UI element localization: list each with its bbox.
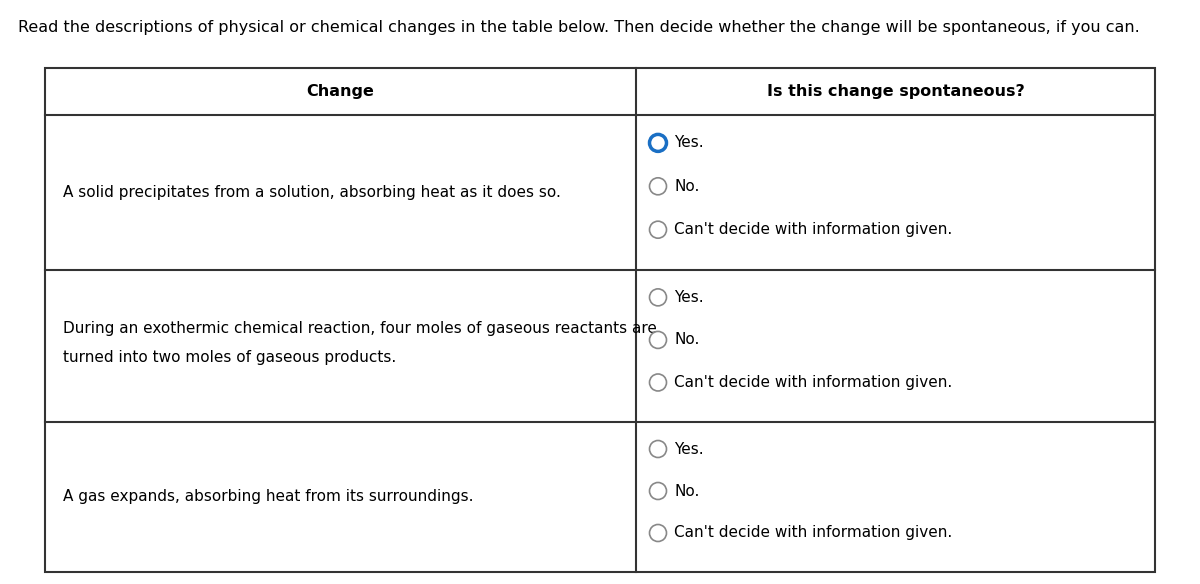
Ellipse shape <box>649 221 666 238</box>
Text: No.: No. <box>674 484 700 499</box>
Text: No.: No. <box>674 179 700 194</box>
Text: A solid precipitates from a solution, absorbing heat as it does so.: A solid precipitates from a solution, ab… <box>64 185 560 200</box>
Ellipse shape <box>649 178 666 195</box>
Text: Can't decide with information given.: Can't decide with information given. <box>674 375 953 390</box>
Ellipse shape <box>649 524 666 541</box>
Ellipse shape <box>649 374 666 391</box>
Text: Can't decide with information given.: Can't decide with information given. <box>674 526 953 541</box>
Bar <box>46 68 1154 572</box>
Text: turned into two moles of gaseous products.: turned into two moles of gaseous product… <box>64 350 396 365</box>
Ellipse shape <box>649 289 666 306</box>
Ellipse shape <box>649 482 666 499</box>
Text: Is this change spontaneous?: Is this change spontaneous? <box>767 84 1025 99</box>
Text: Yes.: Yes. <box>674 135 703 151</box>
Text: Yes.: Yes. <box>674 442 703 457</box>
Text: Can't decide with information given.: Can't decide with information given. <box>674 222 953 237</box>
Text: A gas expands, absorbing heat from its surroundings.: A gas expands, absorbing heat from its s… <box>64 489 474 505</box>
Ellipse shape <box>649 440 666 457</box>
Ellipse shape <box>649 134 666 151</box>
Text: No.: No. <box>674 332 700 347</box>
Ellipse shape <box>649 332 666 349</box>
Text: Change: Change <box>306 84 374 99</box>
Text: During an exothermic chemical reaction, four moles of gaseous reactants are: During an exothermic chemical reaction, … <box>64 321 656 336</box>
Text: Yes.: Yes. <box>674 290 703 305</box>
Text: Read the descriptions of physical or chemical changes in the table below. Then d: Read the descriptions of physical or che… <box>18 20 1140 35</box>
